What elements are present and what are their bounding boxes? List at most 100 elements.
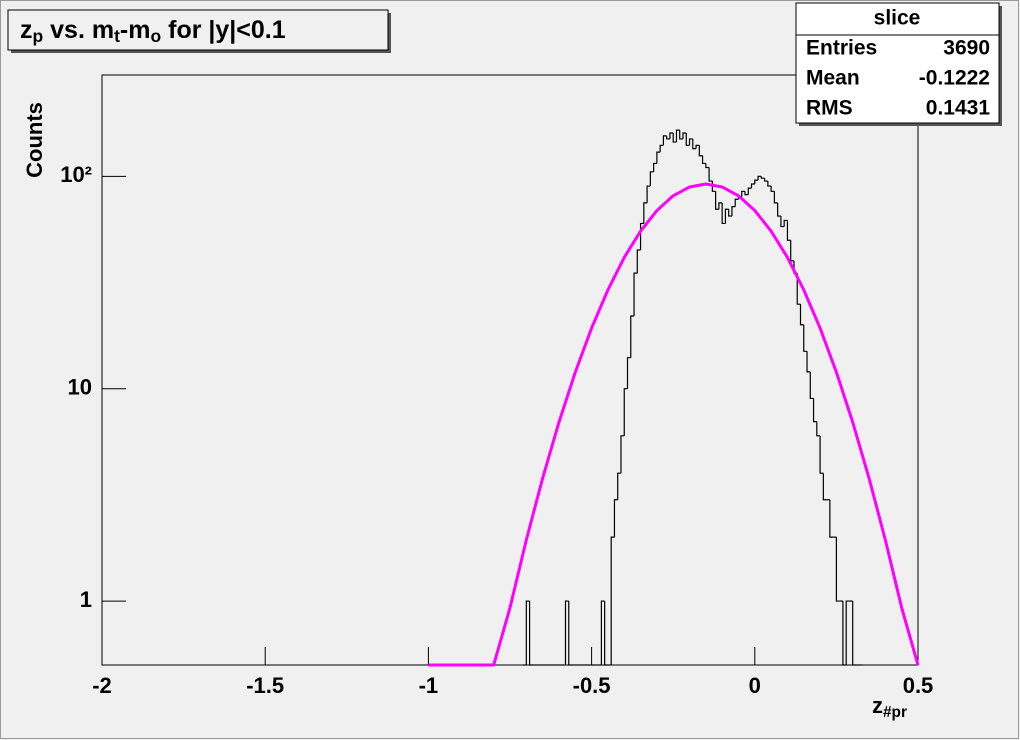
histogram-bin xyxy=(610,536,615,665)
histogram-bin xyxy=(816,421,821,437)
histogram-bin xyxy=(669,132,674,139)
stats-value: 3690 xyxy=(943,37,990,60)
histogram-bin xyxy=(672,132,677,143)
histogram-bin xyxy=(656,151,661,164)
text-part: vs. m xyxy=(43,16,114,44)
text-part: for |y|<0.1 xyxy=(161,16,286,44)
histogram-bin xyxy=(845,600,850,665)
histogram-bin xyxy=(728,209,732,217)
text-part: z xyxy=(872,693,883,718)
subscript: p xyxy=(33,26,44,46)
subscript: o xyxy=(150,26,161,46)
histogram-bin xyxy=(620,435,625,474)
histogram-bin xyxy=(675,129,680,143)
y-axis-label: Counts xyxy=(22,102,47,178)
histogram-bin xyxy=(763,178,768,182)
x-tick-label: -0.5 xyxy=(573,673,611,698)
y-tick-label: 10 xyxy=(68,375,92,400)
histogram-bin xyxy=(741,190,746,197)
histogram-bin xyxy=(708,167,713,182)
histogram-bin xyxy=(639,222,644,250)
histogram-bin xyxy=(780,216,785,228)
histogram-bin xyxy=(659,144,664,153)
histogram-bin xyxy=(783,219,788,227)
histogram-bin xyxy=(682,132,687,139)
stats-title: slice xyxy=(874,7,921,30)
x-tick-label: 0 xyxy=(749,673,761,698)
histogram-bin xyxy=(812,398,817,423)
histogram-bin xyxy=(799,304,804,326)
histogram-bin xyxy=(806,351,811,373)
histogram-bin xyxy=(770,186,775,192)
histogram-bin xyxy=(698,145,703,157)
histogram-bin xyxy=(679,130,683,140)
histogram-bin xyxy=(767,181,772,187)
subscript: t xyxy=(114,26,120,46)
histogram-bin xyxy=(600,600,605,665)
histogram-bin xyxy=(636,249,641,274)
histogram-bin xyxy=(695,144,700,149)
subscript: #pr xyxy=(883,704,907,721)
histogram-bin xyxy=(734,198,739,207)
histogram-bin xyxy=(754,179,759,185)
histogram-bin xyxy=(773,191,778,204)
histogram-bin xyxy=(822,473,827,501)
histogram-bin xyxy=(747,187,752,195)
x-tick-label: -1 xyxy=(419,673,439,698)
frame xyxy=(101,74,919,666)
histogram-bin xyxy=(643,202,648,224)
x-tick-label: 0.5 xyxy=(903,673,934,698)
histogram-bin xyxy=(685,132,690,146)
histogram-bin xyxy=(819,435,824,474)
histogram-bin xyxy=(757,175,762,181)
histogram-bin xyxy=(760,176,765,179)
histogram-bin xyxy=(718,202,723,210)
histogram-bin xyxy=(564,600,569,665)
histogram-bin xyxy=(525,600,530,665)
histogram-bin xyxy=(528,601,533,666)
stats-value: 0.1431 xyxy=(926,97,991,120)
fit-curve xyxy=(428,182,920,667)
histogram-bin xyxy=(705,163,710,169)
histogram-bin xyxy=(688,138,693,146)
stats-label: Mean xyxy=(806,67,860,90)
title-box xyxy=(7,9,389,51)
histogram-bin xyxy=(731,206,736,217)
histogram-bin xyxy=(835,537,840,602)
histogram-bin xyxy=(715,191,719,210)
histogram-bin xyxy=(796,273,801,305)
histogram-bin xyxy=(649,171,654,187)
histogram-bin xyxy=(623,388,628,436)
x-tick-label: -1.5 xyxy=(246,673,284,698)
stats-box xyxy=(795,2,1000,124)
histogram-bin xyxy=(809,371,814,400)
histogram-bin xyxy=(724,208,729,224)
histogram-bin xyxy=(613,499,618,538)
histogram-bin xyxy=(633,272,638,316)
y-tick-label: 1 xyxy=(80,587,92,612)
text-part: z xyxy=(20,16,33,44)
histogram-bin xyxy=(777,202,781,217)
histogram-bin xyxy=(604,601,608,666)
histogram-bin xyxy=(568,601,573,666)
histogram-bin xyxy=(701,155,706,165)
histogram-bin xyxy=(803,324,808,352)
y-tick-label: 10² xyxy=(60,162,92,187)
histogram-bin xyxy=(617,472,621,500)
histogram-bin xyxy=(630,315,635,358)
histogram-bin xyxy=(721,202,726,225)
histogram-bin xyxy=(829,499,834,538)
histogram-bin xyxy=(692,138,697,150)
stats-value: -0.1222 xyxy=(919,67,990,90)
histogram-bin xyxy=(626,357,631,389)
x-axis-label: z#pr xyxy=(872,693,907,721)
chart-title: zp vs. mt-mo for |y|<0.1 xyxy=(20,16,286,46)
x-tick-label: -2 xyxy=(92,673,112,698)
histogram-bin xyxy=(646,185,651,203)
stats-label: RMS xyxy=(806,97,853,120)
histogram-bin xyxy=(666,135,670,140)
stats-label: Entries xyxy=(806,37,877,60)
histogram-bin xyxy=(842,601,847,666)
histogram-bin xyxy=(653,162,657,172)
